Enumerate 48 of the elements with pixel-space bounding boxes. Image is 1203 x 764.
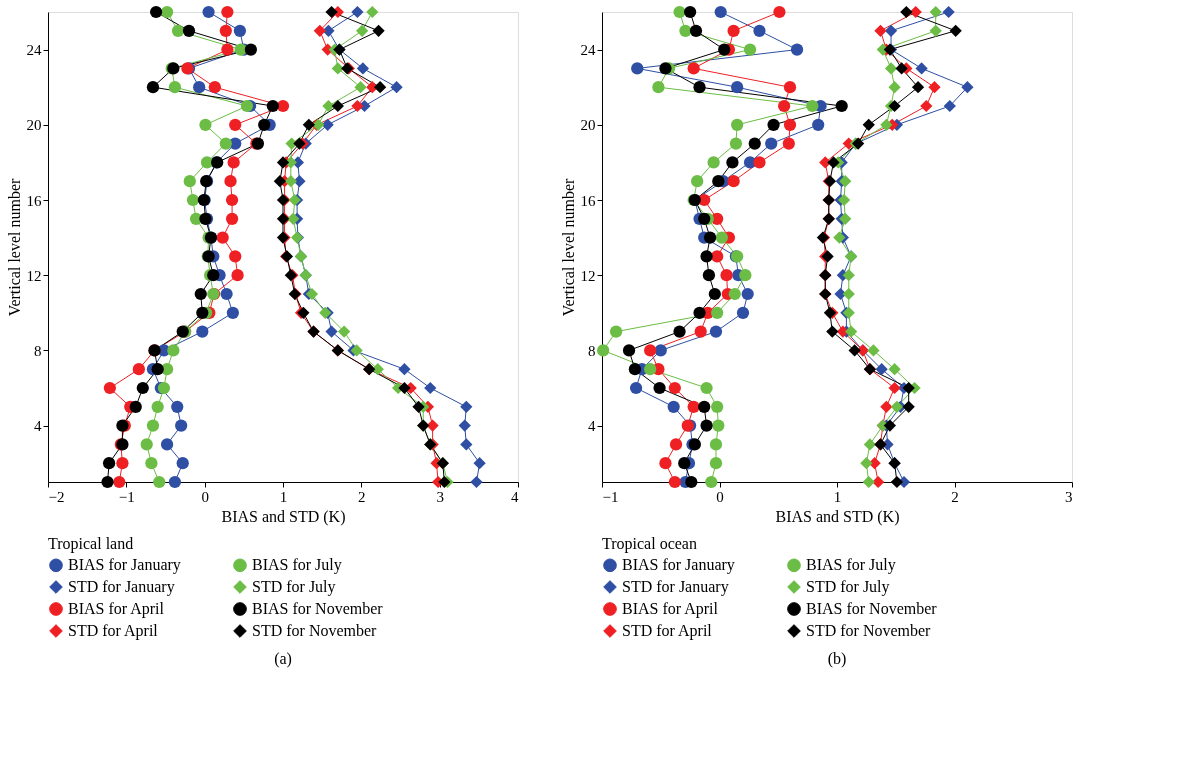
text: (a): [274, 650, 292, 668]
legend-title: Tropical ocean: [602, 535, 697, 553]
x-tick-label: 2: [951, 488, 959, 505]
legend-label: BIAS for April: [68, 600, 165, 618]
x-tick-label: −2: [48, 488, 65, 505]
x-tick-label: 2: [358, 488, 366, 505]
y-tick-label: 16: [26, 192, 42, 209]
x-tick-label: 3: [436, 488, 444, 505]
y-tick-label: 8: [588, 342, 596, 359]
x-tick-label: 4: [511, 488, 519, 505]
y-tick-label: 16: [580, 192, 596, 209]
x-tick-label: 3: [1065, 488, 1073, 505]
legend-label: BIAS for April: [622, 600, 719, 618]
legend-label: STD for April: [68, 622, 159, 640]
y-tick-label: 24: [580, 42, 596, 59]
text: (b): [827, 650, 847, 668]
legend-label: BIAS for July: [806, 556, 896, 575]
legend-label: STD for July: [252, 578, 336, 596]
x-tick-label: 1: [833, 488, 842, 505]
y-tick-label: 12: [26, 267, 42, 284]
legend-title: Tropical land: [48, 535, 134, 553]
y-tick-label: 20: [580, 117, 596, 134]
legend-label: STD for January: [68, 578, 175, 596]
y-tick-label: 12: [580, 267, 596, 284]
x-tick-label: 1: [279, 488, 288, 505]
legend-label: BIAS for January: [68, 556, 181, 575]
y-axis-title: Vertical level number: [559, 177, 577, 317]
legend-label: BIAS for November: [252, 600, 384, 617]
x-tick-label: −1: [602, 488, 619, 505]
legend-label: BIAS for January: [622, 556, 735, 575]
legend-label: STD for November: [252, 622, 378, 639]
x-tick-label: −1: [118, 488, 135, 505]
legend-label: STD for November: [806, 622, 932, 639]
x-axis-title: BIAS and STD (K): [221, 507, 346, 526]
x-axis-title: BIAS and STD (K): [775, 507, 900, 526]
legend-label: STD for April: [622, 622, 713, 640]
legend-label: STD for July: [806, 578, 890, 596]
x-tick-label: 0: [201, 488, 209, 505]
y-tick-label: 20: [26, 117, 42, 134]
x-tick-label: 0: [716, 488, 724, 505]
y-tick-label: 8: [34, 342, 42, 359]
y-tick-label: 4: [34, 418, 42, 435]
y-tick-label: 24: [26, 42, 42, 59]
legend-label: STD for January: [622, 578, 729, 596]
y-tick-label: 4: [588, 418, 596, 435]
y-axis-title: Vertical level number: [5, 177, 23, 317]
legend-label: BIAS for July: [252, 556, 342, 575]
legend-label: BIAS for November: [806, 600, 938, 617]
